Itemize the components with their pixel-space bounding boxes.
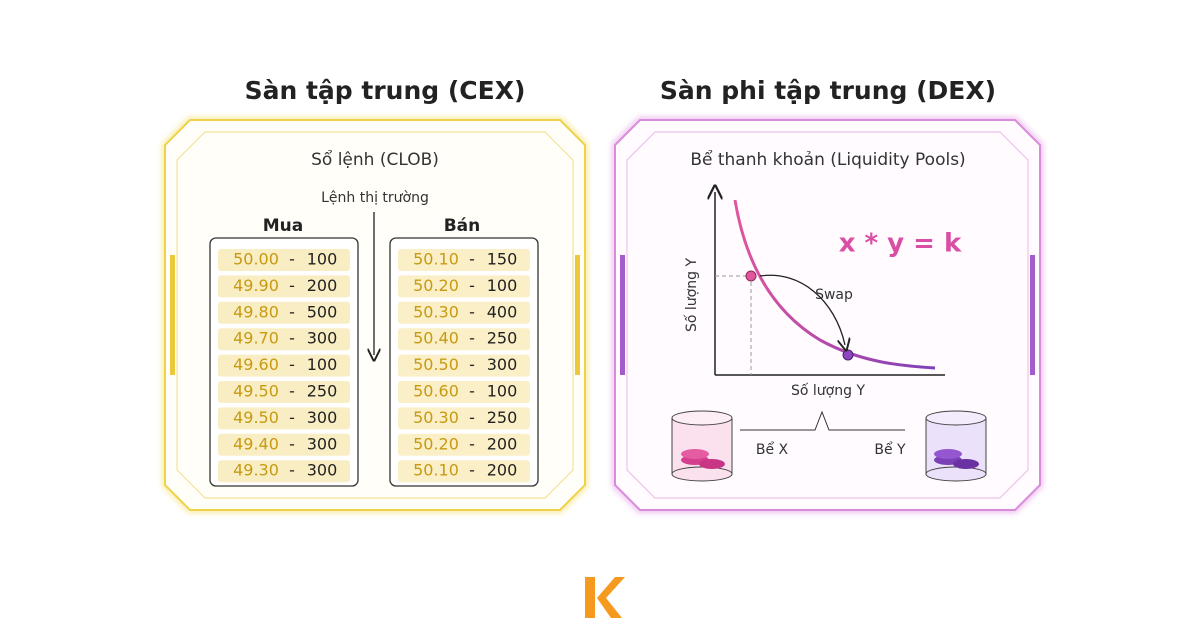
buy-row [218,249,350,271]
point-a [745,270,757,282]
qty: 200 [487,461,518,480]
separator: - [289,329,295,348]
qty: 300 [487,355,518,374]
separator: - [469,250,475,269]
formula: x * y = k [839,229,962,259]
cex-title: Sàn tập trung (CEX) [245,76,526,105]
sell-row [398,433,530,456]
separator: - [289,302,295,321]
price: 50.50 [413,355,459,374]
buy-row [218,407,350,430]
separator: - [289,434,295,453]
sell-row [398,275,530,298]
separator: - [469,382,475,401]
bracket [740,410,905,431]
qty: 250 [487,329,518,348]
sell-row [398,301,530,324]
qty: 200 [487,434,518,453]
separator: - [469,302,475,321]
separator: - [289,408,295,427]
qty: 100 [307,250,338,269]
sell-row [398,407,530,430]
buy-row [218,328,350,351]
price: 50.00 [233,250,279,269]
buy-row [218,301,350,324]
qty: 100 [307,355,338,374]
qty: 500 [307,302,338,321]
buy-row [218,381,350,403]
buy-row [218,433,350,456]
separator: - [469,329,475,348]
price: 50.20 [413,276,459,295]
pool-x-label: Bể X [756,441,789,458]
sell-row [398,460,530,483]
qty: 100 [487,382,518,401]
buy-row [218,460,350,483]
cex-subtitle: Sổ lệnh (CLOB) [311,149,439,170]
price: 50.20 [413,434,459,453]
qty: 400 [487,302,518,321]
buy-header: Mua [263,216,304,236]
sell-row [398,381,530,403]
price: 50.10 [413,250,459,269]
pool-x-icon [671,410,733,482]
price: 49.70 [233,329,279,348]
price: 49.50 [233,382,279,401]
arrow-label: Lệnh thị trường [321,190,429,206]
x-axis-label: Số lượng Y [791,382,865,399]
pool-y-icon [925,410,987,482]
swap-label: Swap [815,287,853,303]
pool-y-label: Bể Y [874,441,906,458]
qty: 150 [487,250,518,269]
price: 49.80 [233,302,279,321]
price: 49.50 [233,408,279,427]
sell-row [398,328,530,351]
swap-arrow [759,274,845,345]
qty: 300 [307,461,338,480]
qty: 300 [307,408,338,427]
price: 49.40 [233,434,279,453]
separator: - [469,408,475,427]
separator: - [469,434,475,453]
qty: 200 [307,276,338,295]
y-axis-label: Số lượng Y [683,258,700,332]
separator: - [289,250,295,269]
qty: 250 [307,382,338,401]
qty: 300 [307,434,338,453]
separator: - [289,382,295,401]
qty: 100 [487,276,518,295]
sell-row [398,354,530,377]
sell-row [398,249,530,271]
separator: - [289,276,295,295]
price: 50.30 [413,302,459,321]
separator: - [289,461,295,480]
qty: 300 [307,329,338,348]
bonding-curve [733,199,936,370]
price: 49.90 [233,276,279,295]
separator: - [289,355,295,374]
price: 50.30 [413,408,459,427]
price: 49.60 [233,355,279,374]
price: 49.30 [233,461,279,480]
price: 50.40 [413,329,459,348]
logo [585,577,625,618]
price: 50.10 [413,461,459,480]
price: 50.60 [413,382,459,401]
separator: - [469,461,475,480]
buy-row [218,275,350,298]
dex-title: Sàn phi tập trung (DEX) [660,76,996,105]
point-b [842,349,854,361]
separator: - [469,355,475,374]
dex-subtitle: Bể thanh khoản (Liquidity Pools) [690,149,965,170]
buy-row [218,354,350,377]
sell-header: Bán [444,216,481,236]
qty: 250 [487,408,518,427]
separator: - [469,276,475,295]
